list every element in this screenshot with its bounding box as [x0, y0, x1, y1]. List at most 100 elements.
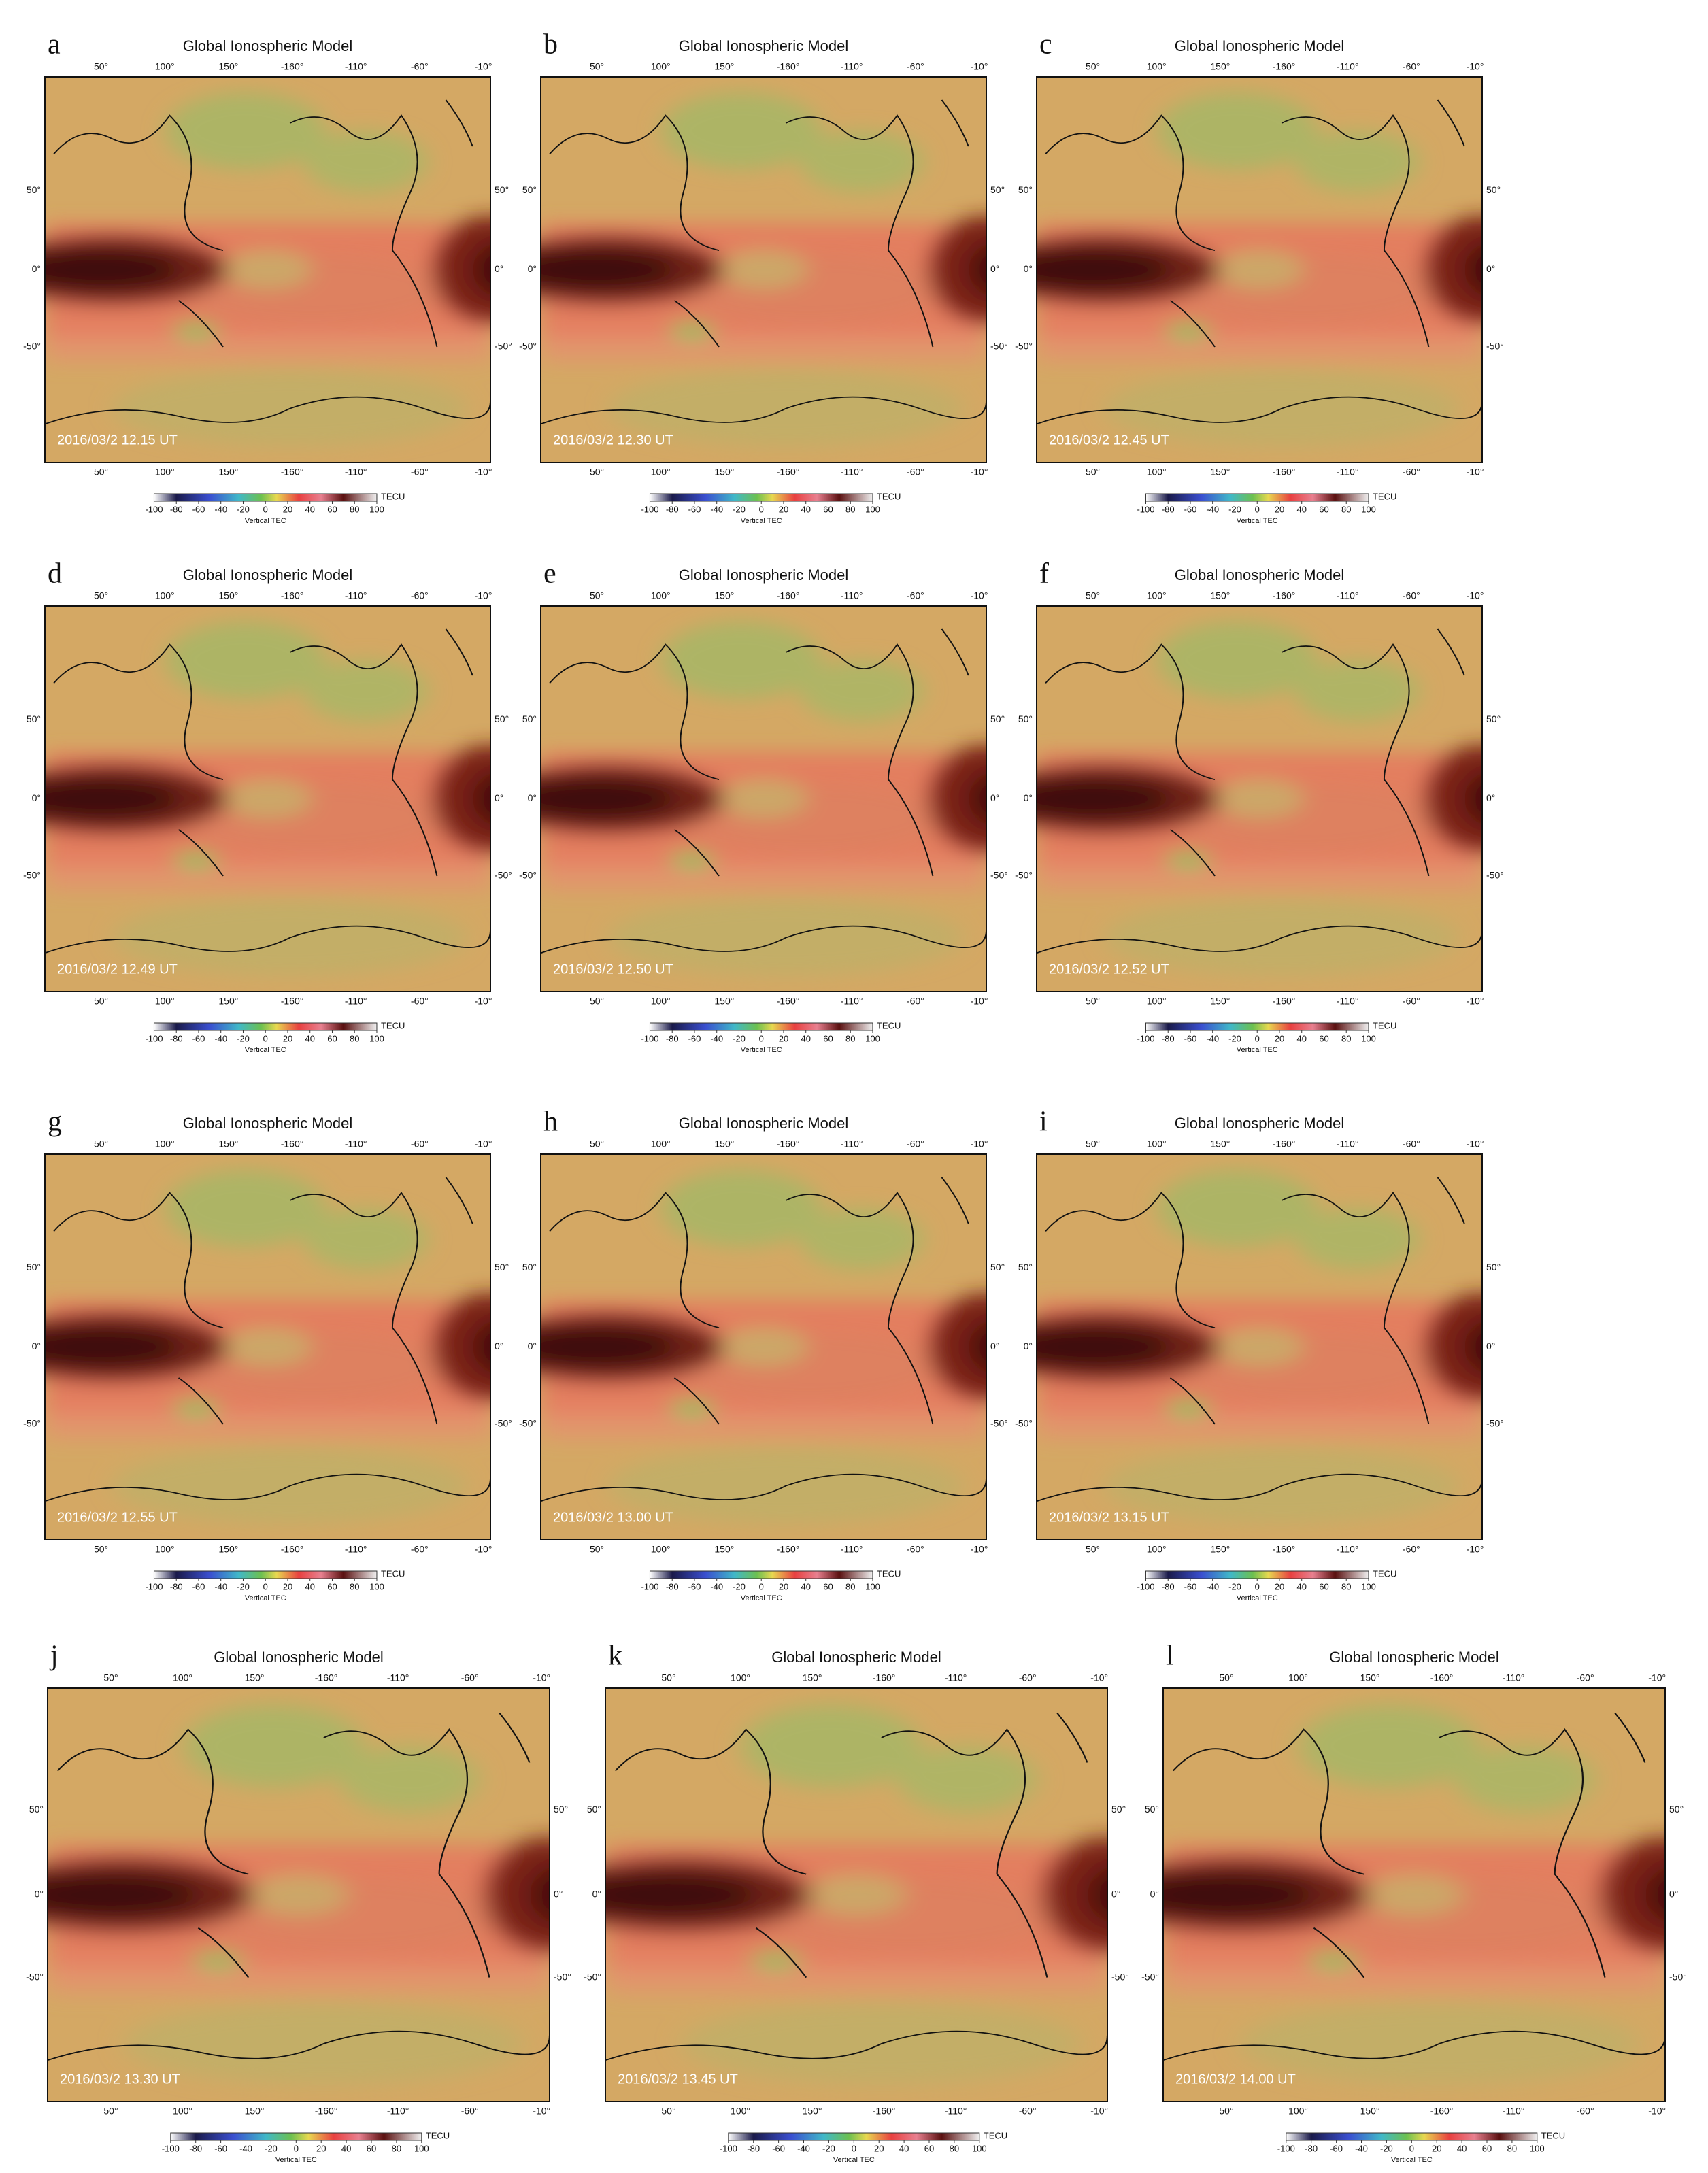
lat-label-left: -50°	[519, 341, 537, 352]
lon-label-top: 50°	[94, 590, 108, 601]
lon-label-bottom: -60°	[411, 1544, 429, 1555]
lon-label-bottom: -10°	[1467, 467, 1484, 477]
lat-label-left: -50°	[23, 870, 41, 881]
colorbar-tick-label: -20	[733, 1581, 746, 1591]
lat-label-right: -50°	[990, 1418, 1008, 1429]
lat-label-left: 0°	[1150, 1889, 1159, 1900]
map-title: Global Ionospheric Model	[183, 37, 352, 54]
lon-label-bottom: -60°	[461, 2106, 479, 2117]
lon-label-bottom: 150°	[218, 467, 238, 477]
lon-label-top: -110°	[1337, 1139, 1359, 1149]
colorbar-tick-label: 80	[1341, 1033, 1351, 1043]
colorbar-tick-label: 40	[801, 504, 810, 514]
lon-label-bottom: -110°	[841, 1544, 863, 1555]
lon-label-top: -160°	[1273, 1139, 1296, 1149]
colorbar-tick-label: -40	[1206, 1033, 1219, 1043]
lon-label-top: -160°	[315, 1672, 338, 1683]
lon-label-bottom: -10°	[475, 1544, 492, 1555]
map-frame	[540, 605, 987, 992]
map-title: Global Ionospheric Model	[183, 567, 352, 584]
colorbar-tick-label: -100	[1137, 504, 1154, 514]
lat-label-right: 0°	[495, 263, 503, 274]
colorbar-tick-label: 60	[367, 2143, 376, 2153]
lon-label-bottom: -110°	[345, 1544, 367, 1555]
lon-label-top: -60°	[1403, 590, 1420, 601]
lon-label-top: 50°	[661, 1672, 675, 1683]
colorbar-tick-label: 80	[1341, 504, 1351, 514]
lon-label-bottom: 50°	[103, 2106, 118, 2117]
lon-label-top: 150°	[714, 61, 734, 72]
lon-label-top: -110°	[345, 61, 367, 72]
colorbar-tick-label: 0	[759, 1581, 764, 1591]
map-frame	[47, 1687, 550, 2102]
lon-label-top: -60°	[1577, 1672, 1594, 1683]
lon-label-bottom: 100°	[1147, 1544, 1167, 1555]
lon-label-top: -110°	[345, 1139, 367, 1149]
lon-label-top: 150°	[714, 590, 734, 601]
colorbar-tick-label: -60	[192, 1033, 205, 1043]
panel-letter: d	[48, 558, 62, 590]
colorbar-tick-label: -20	[733, 504, 746, 514]
colorbar-tick-label: 20	[874, 2143, 884, 2153]
colorbar-tick-label: 60	[823, 504, 833, 514]
colorbar-tick-label: 0	[759, 1033, 764, 1043]
colorbar-unit: TECU	[381, 1020, 405, 1030]
colorbar	[1286, 2132, 1538, 2141]
lon-label-top: -10°	[475, 590, 492, 601]
colorbar-tick-label: -100	[162, 2143, 180, 2153]
lon-label-top: -60°	[1403, 1139, 1420, 1149]
lon-label-bottom: 100°	[155, 467, 175, 477]
lat-label-left: -50°	[1015, 341, 1033, 352]
colorbar-tick-label: -80	[1162, 1033, 1175, 1043]
lon-label-bottom: 50°	[590, 996, 604, 1007]
colorbar	[153, 1022, 378, 1031]
lon-label-bottom: 100°	[651, 996, 671, 1007]
colorbar-tick-label: 20	[1432, 2143, 1441, 2153]
lon-label-top: -160°	[873, 1672, 896, 1683]
colorbar-label: Vertical TEC	[741, 517, 782, 525]
colorbar-unit: TECU	[381, 491, 405, 501]
colorbar-tick-label: -80	[189, 2143, 202, 2153]
lat-label-right: 50°	[1111, 1804, 1126, 1815]
lat-label-right: -50°	[990, 341, 1008, 352]
colorbar-tick-label: -80	[170, 1581, 183, 1591]
lon-label-bottom: -110°	[387, 2106, 409, 2117]
lon-label-top: -10°	[1467, 590, 1484, 601]
lon-label-bottom: 150°	[714, 996, 734, 1007]
tec-map	[0, 77, 548, 462]
colorbar-tick-label: 40	[801, 1033, 810, 1043]
colorbar-unit: TECU	[877, 1020, 901, 1030]
lat-label-left: -50°	[1015, 1418, 1033, 1429]
lat-label-left: -50°	[23, 341, 41, 352]
colorbar-tick-label: 80	[350, 1033, 359, 1043]
map-frame	[1036, 605, 1483, 992]
lon-label-bottom: -160°	[1273, 467, 1296, 477]
lon-label-top: -10°	[971, 1139, 988, 1149]
lon-label-top: -160°	[1273, 590, 1296, 601]
lat-label-left: 50°	[522, 713, 537, 724]
map-title: Global Ionospheric Model	[679, 1115, 848, 1132]
lon-label-top: -160°	[777, 590, 800, 601]
lat-label-left: 50°	[1145, 1804, 1159, 1815]
colorbar-tick-label: -80	[747, 2143, 760, 2153]
colorbar-tick-label: 0	[1255, 1581, 1260, 1591]
lon-label-bottom: -110°	[1337, 467, 1359, 477]
lon-label-top: -10°	[1467, 1139, 1484, 1149]
colorbar-tick-label: -80	[1162, 504, 1175, 514]
lon-label-top: -10°	[475, 1139, 492, 1149]
panel-letter: c	[1039, 29, 1052, 61]
colorbar-tick-label: -20	[237, 504, 250, 514]
panel-letter: e	[543, 558, 556, 590]
timestamp: 2016/03/2 14.00 UT	[1175, 2072, 1296, 2087]
colorbar-tick-label: -100	[1277, 2143, 1295, 2153]
map-frame	[540, 76, 987, 463]
lat-label-left: -50°	[23, 1418, 41, 1429]
colorbar-tick-label: 0	[1255, 504, 1260, 514]
colorbar-tick-label: -60	[192, 1581, 205, 1591]
lon-label-bottom: 150°	[218, 1544, 238, 1555]
tec-map	[0, 606, 548, 992]
colorbar-tick-label: 40	[1296, 504, 1306, 514]
lon-label-top: 50°	[590, 1139, 604, 1149]
lon-label-bottom: 50°	[590, 467, 604, 477]
